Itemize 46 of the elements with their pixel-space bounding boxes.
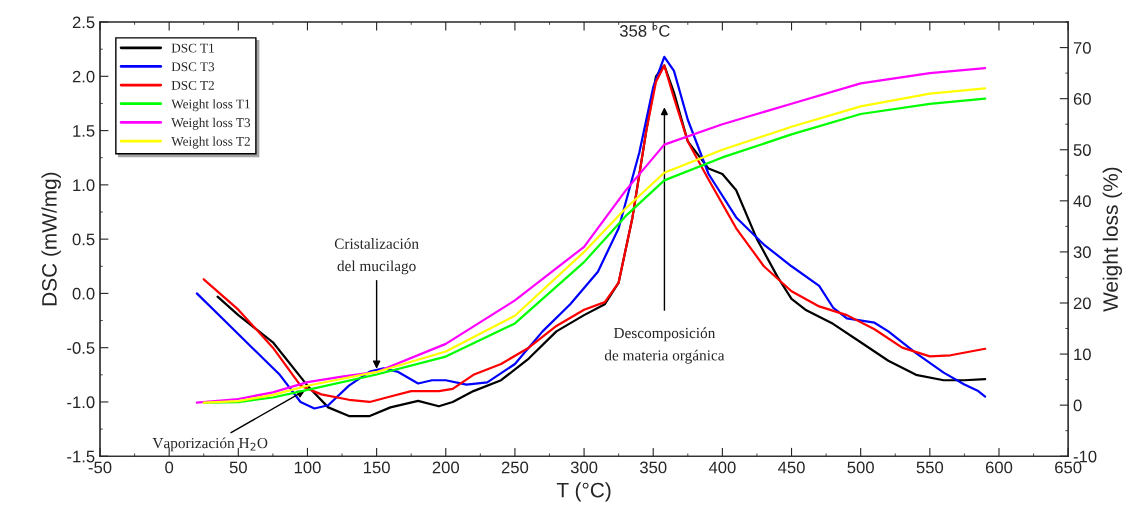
y2-tick-label: 40 bbox=[1073, 195, 1091, 208]
y-tick-label: 0.5 bbox=[72, 233, 95, 246]
x-tick-label: 650 bbox=[1055, 461, 1082, 474]
x-tick-label: 150 bbox=[363, 461, 390, 474]
y-tick-label: 1.5 bbox=[73, 125, 95, 137]
y-axis-title: DSC (mW/mg) bbox=[41, 172, 61, 306]
annotation: Cristalización del mucilago bbox=[334, 238, 419, 275]
legend-label: DSC T2 bbox=[171, 80, 214, 90]
y2-tick-label: 30 bbox=[1073, 246, 1091, 259]
x-tick-label: 600 bbox=[985, 461, 1013, 474]
x-tick-label: 0 bbox=[165, 461, 174, 474]
x-tick-label: 50 bbox=[229, 461, 247, 474]
y-tick-label: 2.5 bbox=[72, 16, 95, 29]
x-tick-label: 300 bbox=[570, 461, 598, 474]
y2-tick-label: 50 bbox=[1073, 144, 1091, 156]
legend-label: DSC T1 bbox=[171, 43, 214, 53]
annotation: Descomposición de materia orgánica bbox=[604, 327, 725, 364]
y-tick-label: -0.5 bbox=[67, 342, 95, 354]
y2-tick-label: 60 bbox=[1073, 93, 1091, 105]
annotation: Vaporización H$_{2}$O bbox=[152, 437, 268, 452]
legend-label: DSC T3 bbox=[171, 62, 215, 72]
x-tick-label: 100 bbox=[294, 461, 321, 474]
legend-label: Weight loss T1 bbox=[171, 99, 250, 112]
x-tick-label: 500 bbox=[847, 461, 874, 474]
x-axis-title: T (°C) bbox=[556, 482, 611, 502]
x-tick-label: 200 bbox=[432, 461, 460, 474]
y-tick-label: 0.0 bbox=[72, 287, 95, 300]
y2-tick-label: -10 bbox=[1073, 450, 1097, 463]
y-tick-label: -1.0 bbox=[67, 396, 95, 409]
y-tick-label: 2.0 bbox=[72, 70, 95, 83]
x-tick-label: 250 bbox=[501, 461, 529, 474]
x-tick-label: 450 bbox=[778, 461, 805, 474]
y-tick-label: 1.0 bbox=[73, 179, 95, 192]
x-tick-label: 550 bbox=[916, 461, 944, 474]
y2-axis-title: Weight loss (%) bbox=[1102, 167, 1123, 312]
y2-tick-label: 70 bbox=[1073, 41, 1091, 54]
x-tick-label: 400 bbox=[708, 461, 736, 474]
legend-label: Weight loss T2 bbox=[171, 136, 250, 149]
y2-tick-label: 0 bbox=[1073, 399, 1082, 412]
x-tick-label: 350 bbox=[639, 461, 667, 474]
x-tick-label: -50 bbox=[88, 461, 112, 474]
legend-label: Weight loss T3 bbox=[171, 117, 251, 130]
y2-tick-label: 10 bbox=[1074, 348, 1091, 361]
y-tick-label: -1.5 bbox=[67, 450, 95, 463]
annotation: 358 °C bbox=[619, 25, 670, 37]
y2-tick-label: 20 bbox=[1073, 297, 1091, 310]
